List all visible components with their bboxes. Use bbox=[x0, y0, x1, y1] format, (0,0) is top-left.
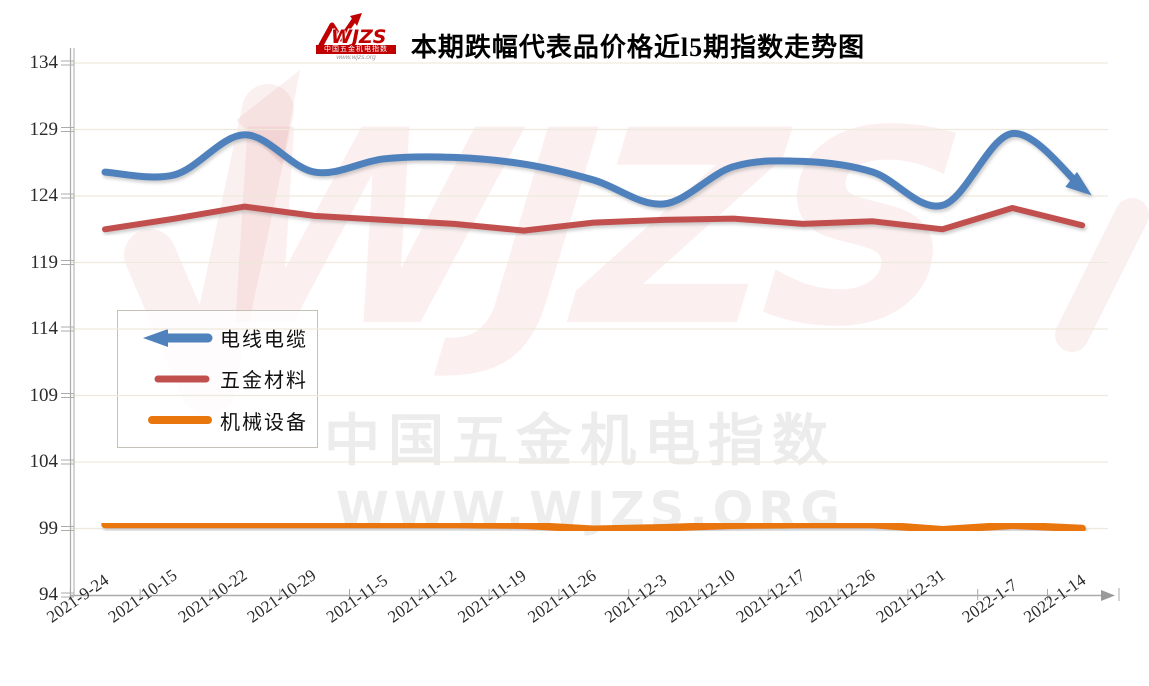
logo-brand-text: WJZS bbox=[331, 26, 387, 48]
y-axis-label: 124 bbox=[29, 185, 59, 206]
y-axis-label: 109 bbox=[29, 384, 59, 406]
logo-url: www.wjzs.org bbox=[336, 54, 376, 61]
watermark-cn-text: 中国五金机电指数 bbox=[324, 409, 836, 474]
legend-label: 电线电缆 bbox=[220, 329, 308, 352]
y-axis-label: 104 bbox=[29, 451, 59, 472]
y-axis-label: 114 bbox=[30, 318, 58, 339]
legend-label: 五金材料 bbox=[220, 370, 308, 393]
legend-item-machinery-equipment: 机械设备 bbox=[140, 406, 317, 435]
logo-subtitle: 中国五金机电指数 bbox=[316, 45, 396, 54]
blue-arrow-marker bbox=[143, 328, 213, 347]
legend-item-wire-cable: 电线电缆 bbox=[140, 323, 317, 352]
y-axis-label: 129 bbox=[29, 118, 59, 140]
y-axis-label: 134 bbox=[29, 52, 59, 73]
legend-item-hardware-materials: 五金材料 bbox=[140, 364, 317, 393]
y-axis-label: 119 bbox=[30, 251, 58, 273]
legend: 电线电缆 五金材料 机械设备 bbox=[117, 310, 318, 448]
legend-label: 机械设备 bbox=[220, 411, 308, 434]
y-axis-label: 94 bbox=[39, 584, 58, 605]
watermark-url-text: WWW.WJZS.ORG bbox=[336, 482, 845, 538]
logo-arrow-icon bbox=[318, 13, 362, 48]
brand-logo: WJZS 中国五金机电指数 www.wjzs.org bbox=[314, 12, 400, 61]
page-title: 本期跌幅代表品价格近l5期指数走势图 bbox=[410, 33, 866, 62]
orange-line-marker bbox=[148, 416, 212, 425]
red-line-marker bbox=[154, 375, 210, 383]
y-axis-label: 99 bbox=[39, 517, 58, 539]
